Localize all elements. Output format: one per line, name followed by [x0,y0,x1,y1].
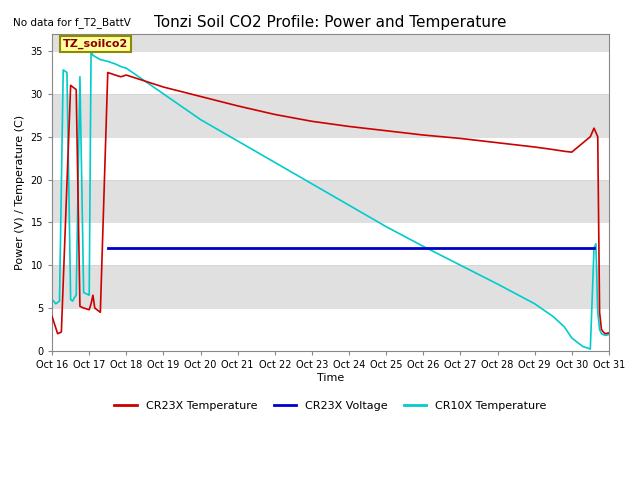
Bar [52,51,609,94]
Text: No data for f_T2_BattV: No data for f_T2_BattV [13,17,131,28]
Legend: CR23X Temperature, CR23X Voltage, CR10X Temperature: CR23X Temperature, CR23X Voltage, CR10X … [110,396,551,415]
Bar [52,137,609,180]
Bar [52,222,609,265]
Text: TZ_soilco2: TZ_soilco2 [63,39,129,49]
Y-axis label: Power (V) / Temperature (C): Power (V) / Temperature (C) [15,115,25,270]
Bar [52,180,609,222]
Bar [52,308,609,351]
X-axis label: Time: Time [317,372,344,383]
Title: Tonzi Soil CO2 Profile: Power and Temperature: Tonzi Soil CO2 Profile: Power and Temper… [154,15,507,30]
Bar [52,94,609,137]
Bar [52,265,609,308]
